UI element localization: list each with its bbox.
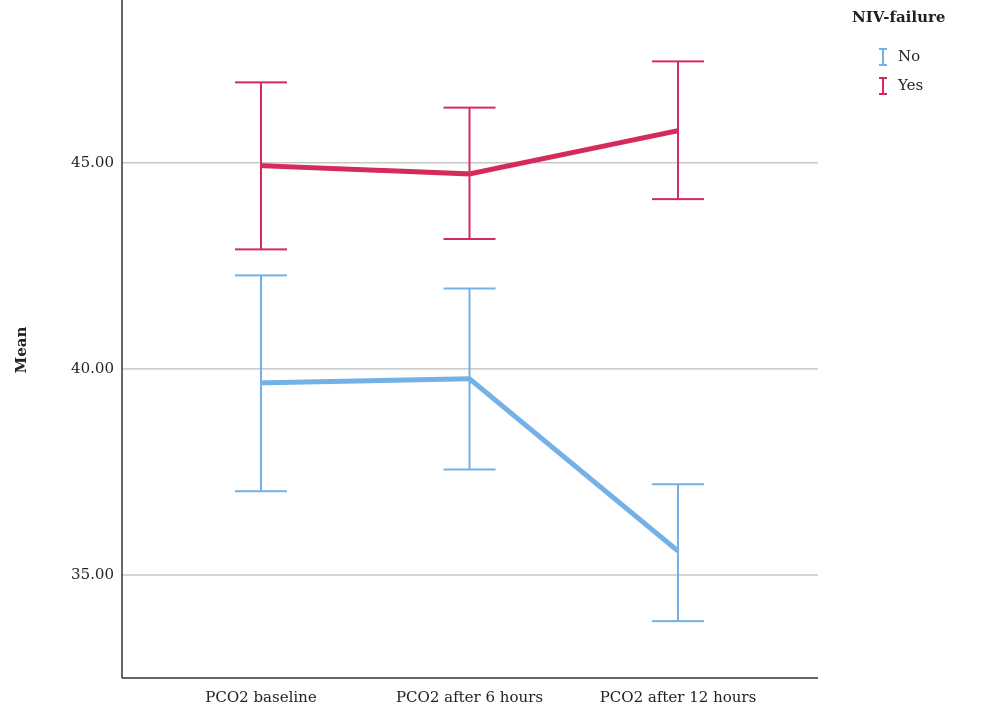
x-tick-label: PCO2 baseline: [205, 688, 317, 706]
legend-title: NIV-failure: [852, 8, 945, 26]
x-tick-label: PCO2 after 12 hours: [600, 688, 757, 706]
y-tick-label: 35.00: [71, 565, 114, 583]
y-axis-label: Mean: [12, 327, 30, 374]
y-tick-label: 40.00: [71, 359, 114, 377]
legend-label: Yes: [897, 76, 923, 94]
x-tick-label: PCO2 after 6 hours: [396, 688, 543, 706]
legend-label: No: [898, 47, 920, 65]
series-line: [260, 128, 679, 177]
series-line: [260, 376, 680, 553]
y-tick-label: 45.00: [71, 153, 114, 171]
